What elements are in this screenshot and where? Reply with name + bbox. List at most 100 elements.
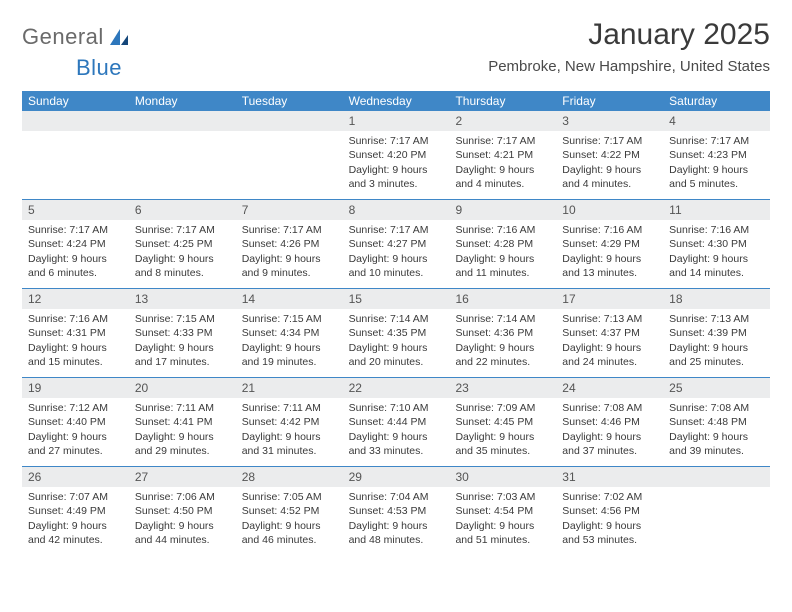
daylight-text: Daylight: 9 hours and 46 minutes. <box>242 519 337 547</box>
sunrise-text: Sunrise: 7:11 AM <box>242 401 337 415</box>
cell-body: Sunrise: 7:17 AMSunset: 4:25 PMDaylight:… <box>129 220 236 286</box>
sunset-text: Sunset: 4:28 PM <box>455 237 550 251</box>
cell-body: Sunrise: 7:08 AMSunset: 4:48 PMDaylight:… <box>663 398 770 464</box>
daylight-text: Daylight: 9 hours and 9 minutes. <box>242 252 337 280</box>
sunrise-text: Sunrise: 7:14 AM <box>349 312 444 326</box>
sunset-text: Sunset: 4:22 PM <box>562 148 657 162</box>
calendar-cell: 12Sunrise: 7:16 AMSunset: 4:31 PMDayligh… <box>22 289 129 377</box>
title-block: January 2025 Pembroke, New Hampshire, Un… <box>488 18 770 75</box>
daylight-text: Daylight: 9 hours and 33 minutes. <box>349 430 444 458</box>
calendar-cell: 16Sunrise: 7:14 AMSunset: 4:36 PMDayligh… <box>449 289 556 377</box>
sunset-text: Sunset: 4:40 PM <box>28 415 123 429</box>
sunrise-text: Sunrise: 7:11 AM <box>135 401 230 415</box>
daylight-text: Daylight: 9 hours and 6 minutes. <box>28 252 123 280</box>
calendar-cell: 22Sunrise: 7:10 AMSunset: 4:44 PMDayligh… <box>343 378 450 466</box>
day-header: Wednesday <box>343 91 450 111</box>
calendar-cell: 17Sunrise: 7:13 AMSunset: 4:37 PMDayligh… <box>556 289 663 377</box>
daylight-text: Daylight: 9 hours and 44 minutes. <box>135 519 230 547</box>
sunrise-text: Sunrise: 7:03 AM <box>455 490 550 504</box>
sunset-text: Sunset: 4:26 PM <box>242 237 337 251</box>
daylight-text: Daylight: 9 hours and 39 minutes. <box>669 430 764 458</box>
sunset-text: Sunset: 4:21 PM <box>455 148 550 162</box>
week-row: 19Sunrise: 7:12 AMSunset: 4:40 PMDayligh… <box>22 377 770 466</box>
calendar-cell: 20Sunrise: 7:11 AMSunset: 4:41 PMDayligh… <box>129 378 236 466</box>
day-number <box>236 111 343 131</box>
cell-body: Sunrise: 7:15 AMSunset: 4:33 PMDaylight:… <box>129 309 236 375</box>
day-number: 5 <box>22 200 129 220</box>
sunrise-text: Sunrise: 7:16 AM <box>28 312 123 326</box>
cell-body: Sunrise: 7:13 AMSunset: 4:37 PMDaylight:… <box>556 309 663 375</box>
sunrise-text: Sunrise: 7:16 AM <box>455 223 550 237</box>
daylight-text: Daylight: 9 hours and 35 minutes. <box>455 430 550 458</box>
calendar-cell: 21Sunrise: 7:11 AMSunset: 4:42 PMDayligh… <box>236 378 343 466</box>
day-number: 3 <box>556 111 663 131</box>
day-number: 15 <box>343 289 450 309</box>
sunrise-text: Sunrise: 7:17 AM <box>669 134 764 148</box>
day-number: 2 <box>449 111 556 131</box>
cell-body: Sunrise: 7:17 AMSunset: 4:26 PMDaylight:… <box>236 220 343 286</box>
cell-body: Sunrise: 7:17 AMSunset: 4:21 PMDaylight:… <box>449 131 556 197</box>
cell-body: Sunrise: 7:17 AMSunset: 4:22 PMDaylight:… <box>556 131 663 197</box>
sunset-text: Sunset: 4:44 PM <box>349 415 444 429</box>
daylight-text: Daylight: 9 hours and 19 minutes. <box>242 341 337 369</box>
sunset-text: Sunset: 4:45 PM <box>455 415 550 429</box>
logo: General <box>22 24 130 50</box>
cell-body: Sunrise: 7:07 AMSunset: 4:49 PMDaylight:… <box>22 487 129 553</box>
day-number: 30 <box>449 467 556 487</box>
sunrise-text: Sunrise: 7:07 AM <box>28 490 123 504</box>
cell-body: Sunrise: 7:15 AMSunset: 4:34 PMDaylight:… <box>236 309 343 375</box>
month-title: January 2025 <box>488 18 770 52</box>
sunset-text: Sunset: 4:34 PM <box>242 326 337 340</box>
day-header: Tuesday <box>236 91 343 111</box>
sunrise-text: Sunrise: 7:17 AM <box>455 134 550 148</box>
daylight-text: Daylight: 9 hours and 13 minutes. <box>562 252 657 280</box>
day-number: 4 <box>663 111 770 131</box>
calendar-cell: 27Sunrise: 7:06 AMSunset: 4:50 PMDayligh… <box>129 467 236 555</box>
sunrise-text: Sunrise: 7:05 AM <box>242 490 337 504</box>
day-number <box>22 111 129 131</box>
day-header: Thursday <box>449 91 556 111</box>
sunrise-text: Sunrise: 7:16 AM <box>669 223 764 237</box>
calendar-cell: 26Sunrise: 7:07 AMSunset: 4:49 PMDayligh… <box>22 467 129 555</box>
day-number: 23 <box>449 378 556 398</box>
calendar-cell: 8Sunrise: 7:17 AMSunset: 4:27 PMDaylight… <box>343 200 450 288</box>
cell-body: Sunrise: 7:17 AMSunset: 4:27 PMDaylight:… <box>343 220 450 286</box>
cell-body: Sunrise: 7:09 AMSunset: 4:45 PMDaylight:… <box>449 398 556 464</box>
sunrise-text: Sunrise: 7:17 AM <box>349 223 444 237</box>
sunrise-text: Sunrise: 7:06 AM <box>135 490 230 504</box>
sunset-text: Sunset: 4:39 PM <box>669 326 764 340</box>
sunrise-text: Sunrise: 7:08 AM <box>669 401 764 415</box>
day-number <box>663 467 770 487</box>
calendar-cell: 4Sunrise: 7:17 AMSunset: 4:23 PMDaylight… <box>663 111 770 199</box>
sunset-text: Sunset: 4:23 PM <box>669 148 764 162</box>
day-header: Friday <box>556 91 663 111</box>
calendar-cell: 2Sunrise: 7:17 AMSunset: 4:21 PMDaylight… <box>449 111 556 199</box>
day-number: 10 <box>556 200 663 220</box>
calendar-cell: 1Sunrise: 7:17 AMSunset: 4:20 PMDaylight… <box>343 111 450 199</box>
daylight-text: Daylight: 9 hours and 27 minutes. <box>28 430 123 458</box>
calendar-cell: 3Sunrise: 7:17 AMSunset: 4:22 PMDaylight… <box>556 111 663 199</box>
logo-text-blue: Blue <box>76 55 122 80</box>
cell-body: Sunrise: 7:14 AMSunset: 4:35 PMDaylight:… <box>343 309 450 375</box>
sunset-text: Sunset: 4:27 PM <box>349 237 444 251</box>
cell-body: Sunrise: 7:14 AMSunset: 4:36 PMDaylight:… <box>449 309 556 375</box>
day-number: 20 <box>129 378 236 398</box>
daylight-text: Daylight: 9 hours and 8 minutes. <box>135 252 230 280</box>
sunrise-text: Sunrise: 7:13 AM <box>562 312 657 326</box>
daylight-text: Daylight: 9 hours and 11 minutes. <box>455 252 550 280</box>
cell-body: Sunrise: 7:17 AMSunset: 4:20 PMDaylight:… <box>343 131 450 197</box>
day-number: 11 <box>663 200 770 220</box>
sunrise-text: Sunrise: 7:17 AM <box>242 223 337 237</box>
calendar-cell: 29Sunrise: 7:04 AMSunset: 4:53 PMDayligh… <box>343 467 450 555</box>
sunset-text: Sunset: 4:33 PM <box>135 326 230 340</box>
calendar-cell <box>236 111 343 199</box>
sunrise-text: Sunrise: 7:09 AM <box>455 401 550 415</box>
sunrise-text: Sunrise: 7:13 AM <box>669 312 764 326</box>
cell-body: Sunrise: 7:12 AMSunset: 4:40 PMDaylight:… <box>22 398 129 464</box>
daylight-text: Daylight: 9 hours and 10 minutes. <box>349 252 444 280</box>
sunset-text: Sunset: 4:46 PM <box>562 415 657 429</box>
day-number <box>129 111 236 131</box>
day-header: Sunday <box>22 91 129 111</box>
calendar-cell: 28Sunrise: 7:05 AMSunset: 4:52 PMDayligh… <box>236 467 343 555</box>
calendar-cell: 30Sunrise: 7:03 AMSunset: 4:54 PMDayligh… <box>449 467 556 555</box>
